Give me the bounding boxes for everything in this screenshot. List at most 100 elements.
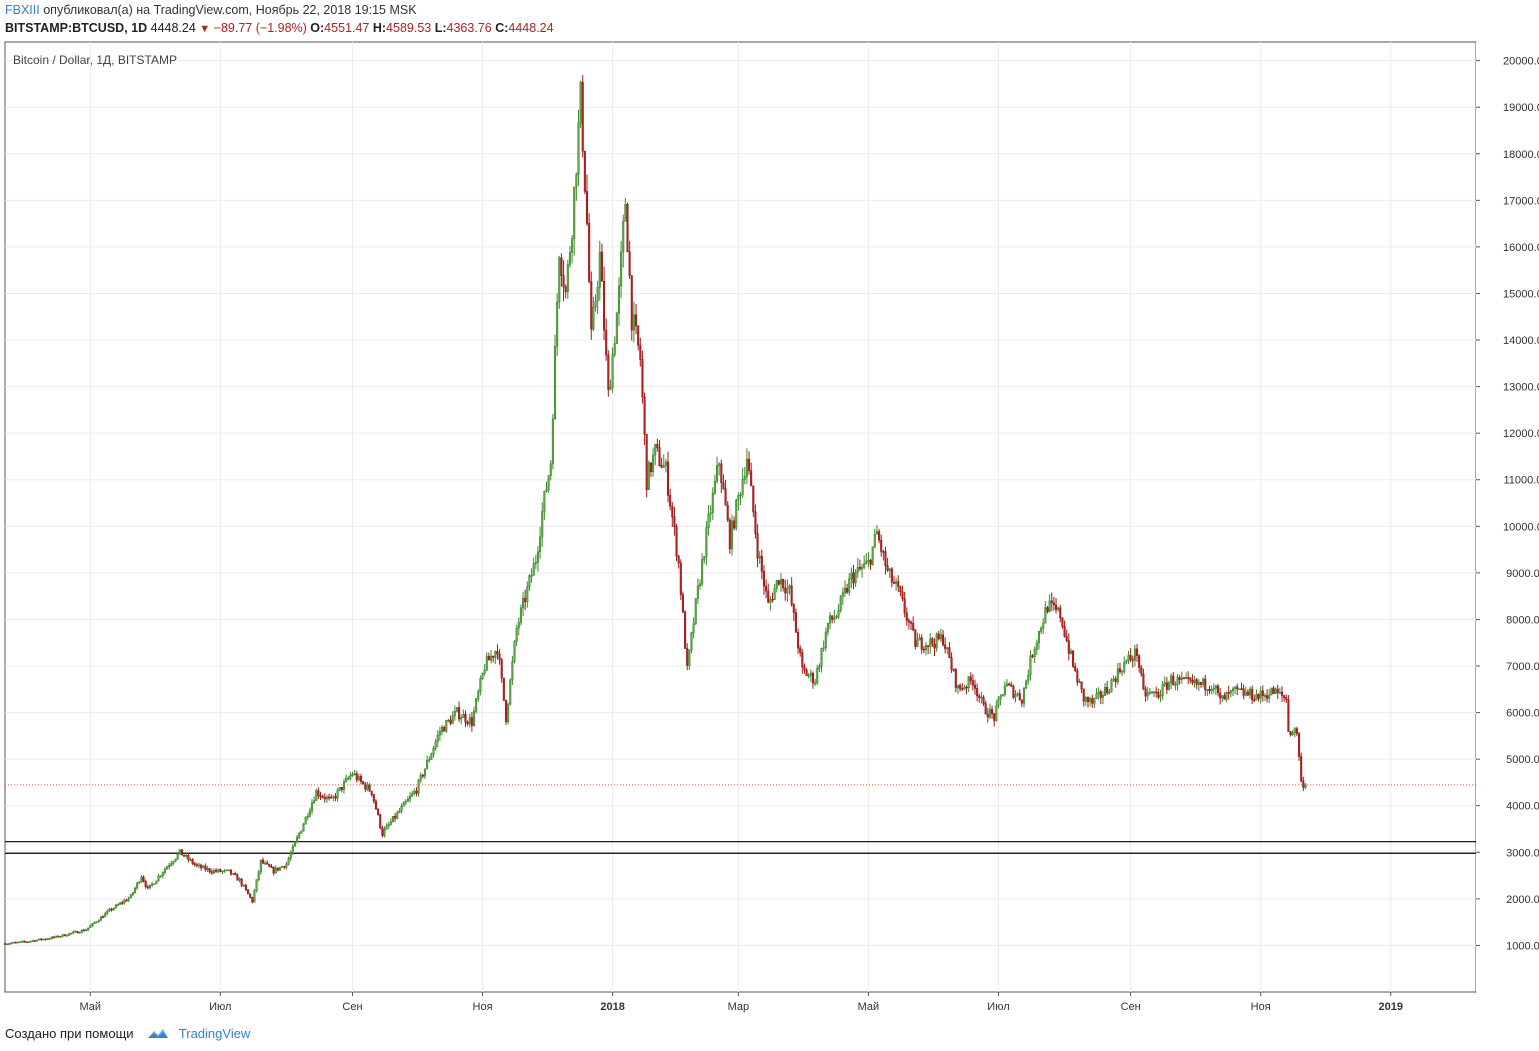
candle-body: [818, 666, 821, 669]
candle-body: [1020, 699, 1023, 704]
candle-body: [48, 938, 51, 940]
candle-body: [707, 513, 710, 528]
candle-body: [641, 359, 644, 398]
candle-body: [451, 715, 454, 724]
candle-body: [980, 696, 983, 699]
candle-body: [1204, 678, 1207, 691]
candle-body: [662, 465, 665, 468]
candle-body: [878, 531, 881, 541]
candle-body: [931, 638, 934, 645]
candle-body: [202, 865, 205, 869]
candle-body: [61, 934, 64, 937]
candle-body: [624, 204, 627, 222]
candle-body: [1219, 692, 1222, 699]
candle-body: [106, 910, 109, 914]
candle-body: [353, 773, 356, 775]
candle-body: [1029, 655, 1032, 676]
candle-body: [826, 622, 829, 633]
candle-body: [398, 810, 401, 813]
candle-body: [112, 907, 115, 911]
candle-body: [571, 238, 574, 253]
candle-body: [370, 790, 373, 795]
candle-body: [498, 653, 501, 661]
candle-body: [588, 223, 591, 282]
candle-body: [406, 798, 409, 802]
candle-body: [852, 572, 855, 584]
candle-body: [313, 800, 316, 804]
chart-container[interactable]: 3227.792980.004448.24 1000.002000.003000…: [0, 0, 1539, 1025]
candle-body: [711, 492, 714, 514]
y-tick-label: 1000.00: [1506, 940, 1539, 952]
price-axis[interactable]: 1000.00 2000.00 3000.00 4000.00 5000.00 6000.…: [1476, 42, 1539, 992]
published-text: опубликовал(а) на TradingView.com, Ноябр…: [43, 3, 417, 17]
y-tick-label: 12000.00: [1503, 428, 1539, 440]
candle-body: [1112, 678, 1115, 681]
candle-body: [916, 639, 919, 647]
candle-body: [108, 908, 111, 912]
candle-body: [1185, 677, 1188, 679]
candle-body: [163, 868, 166, 873]
candle-body: [939, 634, 942, 640]
candle-body: [93, 922, 96, 924]
candle-body: [971, 680, 974, 686]
candle-body: [359, 776, 363, 782]
candle-body: [1285, 697, 1288, 700]
candle-body: [477, 691, 480, 700]
candle-body: [347, 777, 350, 780]
candle-body: [1266, 695, 1269, 699]
candle-body: [1074, 665, 1077, 671]
author-link[interactable]: FBXIII: [5, 3, 40, 17]
candle-body: [421, 774, 424, 777]
candle-body: [52, 936, 56, 939]
candle-body: [511, 661, 514, 681]
candle-body: [835, 616, 838, 619]
candle-body: [530, 575, 533, 577]
candle-body: [1138, 655, 1141, 668]
candle-body: [355, 773, 358, 781]
candle-body: [340, 786, 343, 790]
price-chart[interactable]: 3227.792980.004448.24 1000.002000.003000…: [0, 0, 1539, 1020]
candle-body: [1091, 698, 1094, 704]
candle-body: [1114, 678, 1117, 683]
candle-body: [255, 879, 258, 892]
candle-body: [1270, 687, 1273, 696]
candle-body: [206, 868, 209, 870]
candle-body: [573, 186, 576, 240]
candle-body: [892, 581, 896, 584]
candle-body: [455, 707, 459, 712]
open-label: O:: [310, 21, 325, 35]
candle-body: [869, 559, 872, 565]
candle-body: [914, 629, 917, 647]
candle-body: [291, 845, 294, 854]
candle-body: [626, 204, 629, 253]
candle-body: [193, 863, 196, 865]
candle-body: [1106, 687, 1109, 694]
candle-body: [551, 418, 554, 465]
tradingview-link[interactable]: TradingView: [178, 1026, 251, 1041]
candle-body: [357, 776, 360, 781]
candle-body: [905, 612, 908, 621]
candle-body: [362, 781, 365, 785]
candle-body: [639, 344, 642, 360]
candle-body: [1300, 756, 1303, 781]
candle-body: [660, 465, 663, 468]
candle-body: [1093, 697, 1096, 704]
candle-body: [632, 314, 635, 331]
candle-body: [656, 443, 659, 448]
candle-body: [901, 591, 904, 600]
y-tick-label: 8000.00: [1506, 614, 1539, 626]
close-label: C:: [495, 21, 509, 35]
candle-body: [272, 866, 275, 874]
candle-body: [1231, 688, 1235, 691]
candle-body: [438, 731, 441, 736]
candle-body: [978, 695, 981, 698]
candle-body: [871, 546, 874, 565]
candle-body: [187, 854, 190, 860]
candle-body: [649, 462, 653, 473]
candle-body: [613, 343, 616, 355]
candle-body: [443, 727, 446, 732]
candle-body: [860, 567, 864, 570]
time-axis[interactable]: Май Июл Сен Ноя 2018 Мар Май Июл Сен Ноя 2019: [79, 992, 1403, 1013]
candle-body: [1191, 679, 1194, 684]
candle-body: [1010, 684, 1013, 687]
